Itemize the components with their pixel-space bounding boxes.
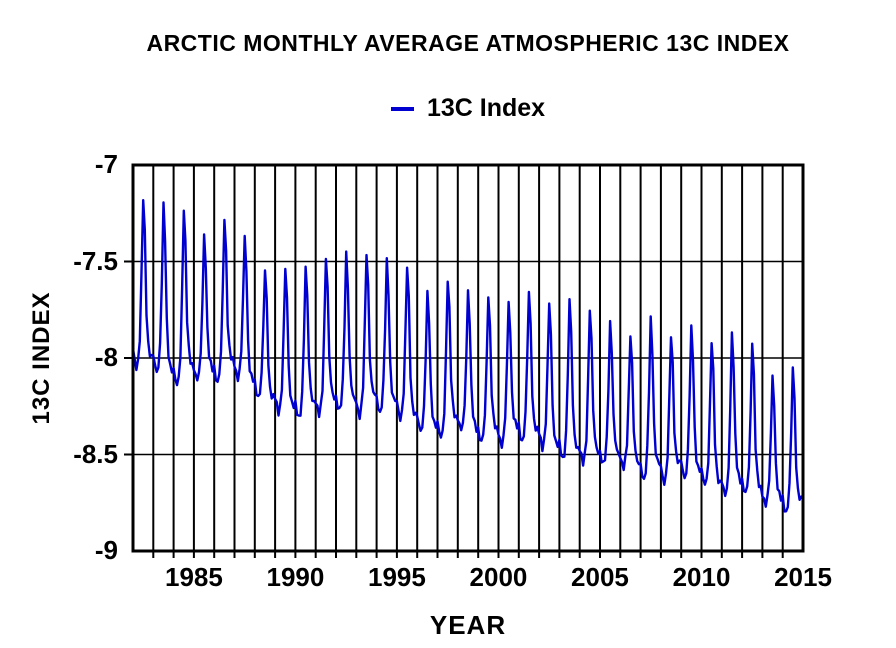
y-tick-label: -8 <box>94 341 118 372</box>
y-tick-label: -7 <box>94 148 118 179</box>
x-tick-label: 1995 <box>368 562 426 592</box>
legend: 13C Index <box>40 94 896 123</box>
chart-canvas <box>124 163 805 558</box>
legend-label: 13C Index <box>426 94 546 122</box>
y-tick-label: -9 <box>94 534 118 565</box>
legend-line-swatch <box>390 106 414 111</box>
x-axis-title: YEAR <box>429 610 507 640</box>
x-tick-label: 2010 <box>672 562 731 592</box>
x-tick-label: 1985 <box>164 562 223 592</box>
x-tick-label: 2005 <box>571 562 629 592</box>
x-tick-label: 1990 <box>266 562 325 592</box>
y-tick-label: -8.5 <box>73 438 118 469</box>
y-tick-label: -7.5 <box>73 245 118 276</box>
chart-title: ARCTIC MONTHLY AVERAGE ATMOSPHERIC 13C I… <box>146 30 790 56</box>
x-tick-label: 2000 <box>469 562 528 592</box>
x-tick-label: 2015 <box>774 562 832 592</box>
